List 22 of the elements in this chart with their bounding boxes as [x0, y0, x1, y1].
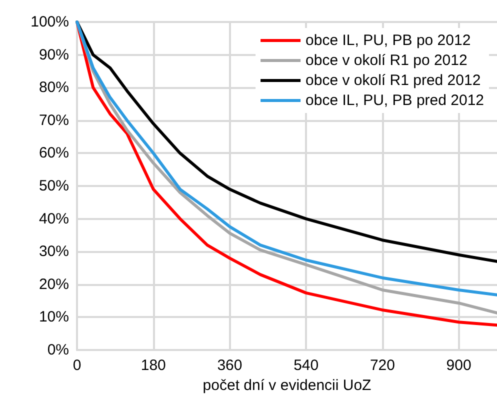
x-axis-title: počet dní v evidencii UoZ	[202, 376, 372, 394]
y-tick-label: 0%	[47, 342, 69, 358]
y-tick-label: 50%	[38, 178, 69, 194]
y-tick-label: 90%	[38, 46, 69, 64]
x-tick-label: 900	[446, 357, 472, 374]
x-tick-label: 540	[294, 357, 319, 374]
legend-label: obce IL, PU, PB po 2012	[306, 32, 471, 49]
y-tick-label: 80%	[38, 79, 69, 96]
y-tick-label: 30%	[38, 243, 69, 260]
y-tick-label: 40%	[38, 210, 69, 228]
y-tick-label: 100%	[30, 14, 69, 30]
y-tick-label: 70%	[38, 112, 69, 129]
legend-label: obce v okolí R1 pred 2012	[306, 72, 481, 89]
x-tick-label: 0	[72, 357, 82, 374]
x-tick-label: 360	[217, 357, 242, 374]
legend-label: obce v okolí R1 po 2012	[306, 52, 468, 69]
y-tick-label: 60%	[38, 144, 69, 162]
y-tick-label: 20%	[38, 276, 69, 293]
x-tick-label: 180	[140, 357, 166, 374]
y-tick-label: 10%	[38, 308, 69, 326]
x-tick-label: 720	[370, 357, 395, 374]
legend-label: obce IL, PU, PB pred 2012	[306, 92, 484, 109]
